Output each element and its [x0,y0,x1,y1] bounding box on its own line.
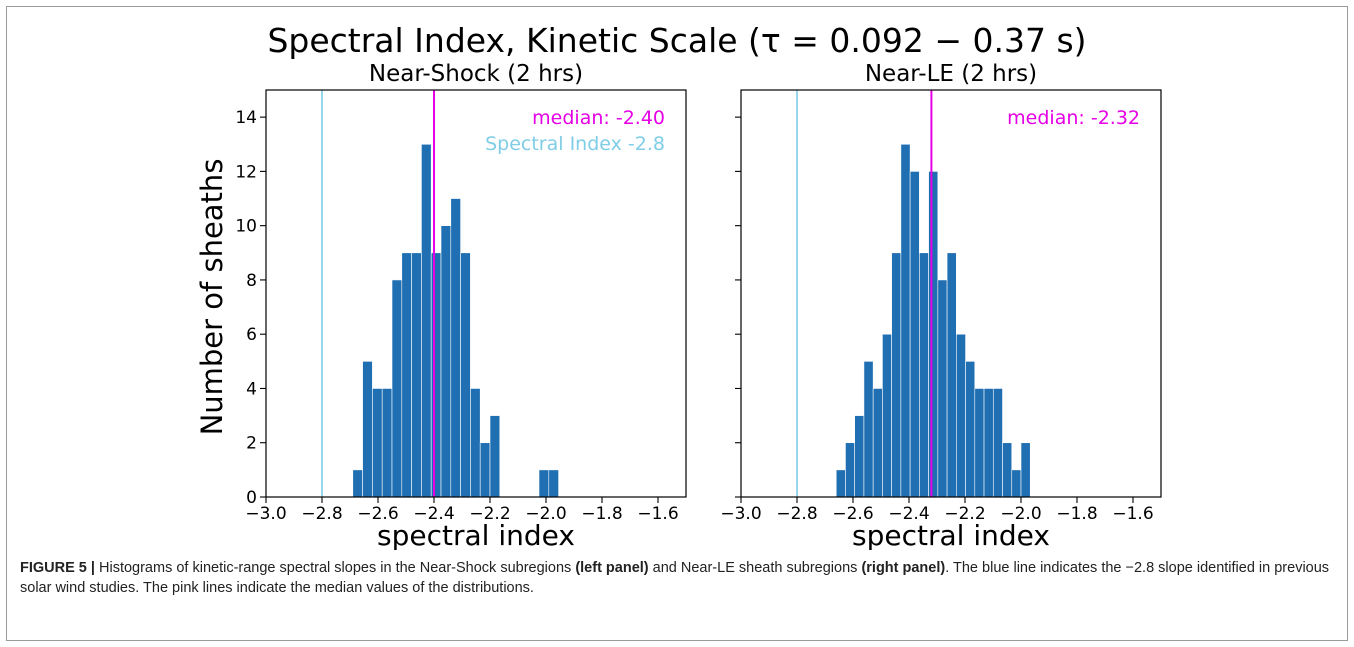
histogram-bar [538,469,550,498]
histogram-bar [391,279,403,498]
x-axis-label: spectral index [852,519,1050,550]
caption-bold-left-panel: (left panel) [575,560,649,576]
x-tick-label: −2.6 [832,504,873,524]
panel-near-le: −3.0 −2.8 −2.6 −2.4 −2.2 −2.0 −1.8 −1.6 Near-LE … [720,61,1162,550]
x-tick-label: −2.8 [301,504,342,524]
x-tick-label: −2.2 [469,504,510,524]
median-annotation: median: -2.32 [1007,107,1140,129]
histogram-bar [845,442,855,498]
histogram-bar [450,198,461,498]
median-annotation: median: -2.40 [532,107,665,129]
histogram-bar [974,388,985,498]
x-tick-label: −3.0 [245,504,286,524]
reference-annotation: Spectral Index -2.8 [485,133,665,155]
histogram-bar [460,252,471,498]
caption-text-3: . The blue line indicates the −2.8 slope… [20,560,1330,596]
x-tick-label: −2.2 [944,504,985,524]
y-tick-label: 6 [246,325,257,345]
histogram-bar [854,415,865,498]
y-axis-label: Number of sheaths [195,159,229,436]
histogram-bar [1002,442,1013,498]
y-tick-label: 14 [235,108,257,128]
caption-bold-right-panel: (right panel) [861,560,946,576]
histogram-bar [965,361,976,498]
y-tick-label: 10 [235,217,257,237]
histogram-bar [381,388,393,498]
caption-label: FIGURE 5 | [20,560,95,576]
histogram-bar [835,469,846,498]
x-tick-label: −3.0 [720,504,761,524]
panel-near-shock: −3.0 −2.8 −2.6 −2.4 −2.2 −2.0 −1.8 −1.6 0 2 4 6 8 10 1… [235,61,687,550]
caption-text-1: Histograms of kinetic-range spectral slo… [94,560,576,576]
x-tick-label: −2.4 [413,504,454,524]
histogram-bar [401,252,412,498]
histogram-bar [372,388,383,498]
x-tick-label: −2.4 [888,504,929,524]
histogram-bar [352,469,363,498]
x-tick-label: −2.8 [776,504,817,524]
figure-frame [6,6,1348,641]
histogram-bar [863,361,874,498]
x-tick-label: −1.6 [637,504,678,524]
axes-frame [740,89,1162,498]
histogram-bar [430,252,442,498]
x-tick-label: −1.6 [1112,504,1153,524]
histogram-bar [489,415,501,498]
x-axis-label: spectral index [377,519,575,550]
histogram-bar [900,143,911,498]
histogram-bar [919,252,929,498]
histogram-bar [891,252,902,498]
y-tick-label: 8 [246,271,257,291]
x-tick-label: −2.0 [525,504,566,524]
histogram-bar [937,279,948,498]
histogram-bar [1011,469,1022,498]
histogram-bar [411,252,422,498]
histogram-bar [548,469,559,498]
histogram-bar [872,388,883,498]
caption-text-2: and Near-LE sheath subregions [648,560,862,576]
histogram-bar [362,361,373,498]
histogram-bar [992,388,1003,498]
histogram-bar [946,252,957,498]
panel-title: Near-LE (2 hrs) [865,61,1037,87]
y-tick-label: 4 [246,379,257,399]
x-tick-label: −2.0 [1000,504,1041,524]
histogram-bar [440,225,452,498]
histogram-bar [479,442,491,498]
histogram-bar [470,388,481,498]
histogram-bar [909,171,920,498]
y-tick-label: 12 [235,162,257,182]
x-tick-label: −1.8 [1056,504,1097,524]
figure-canvas: Spectral Index, Kinetic Scale (τ = 0.092… [195,21,1162,550]
histogram-bar [1020,442,1031,498]
histogram-bar [983,388,994,498]
histogram-bar [956,333,966,498]
y-tick-label: 0 [246,488,257,508]
x-tick-label: −1.8 [581,504,622,524]
panel-title: Near-Shock (2 hrs) [369,61,583,87]
axes-frame [265,89,687,498]
figure-suptitle: Spectral Index, Kinetic Scale (τ = 0.092… [267,21,1086,60]
histogram-bar [882,333,892,498]
histogram-bar [421,143,432,498]
y-tick-label: 2 [246,434,257,454]
histogram-bar [928,171,939,498]
figure-caption: FIGURE 5 | Histograms of kinetic-range s… [20,558,1336,598]
x-tick-label: −2.6 [357,504,398,524]
